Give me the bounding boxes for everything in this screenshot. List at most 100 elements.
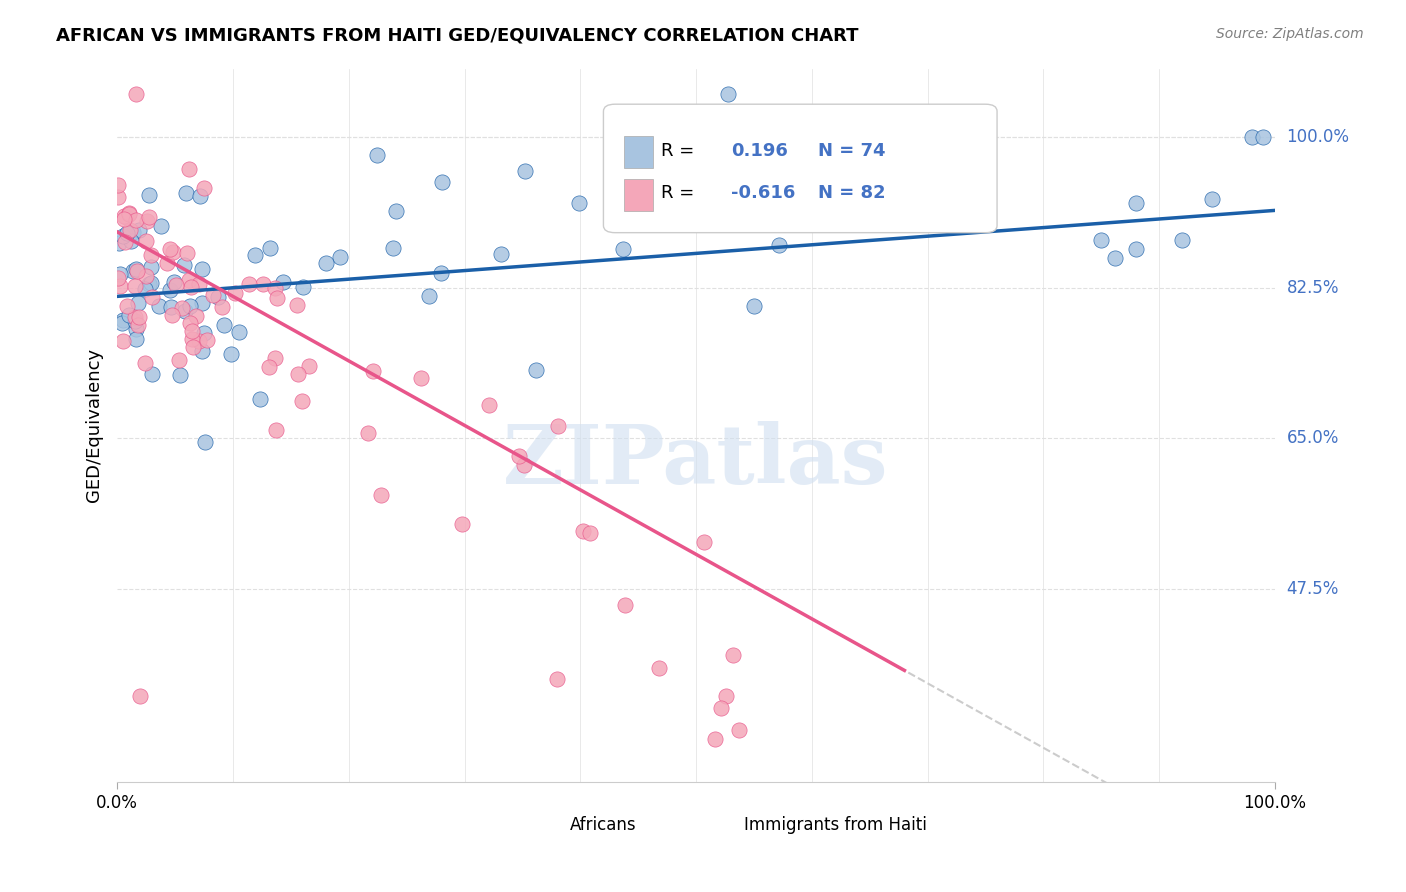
Text: R =: R = bbox=[661, 185, 695, 202]
Point bbox=[612, 242, 634, 256]
Point bbox=[111, 313, 134, 327]
Point bbox=[264, 351, 287, 366]
Point bbox=[266, 292, 288, 306]
Point bbox=[125, 332, 148, 346]
Text: 65.0%: 65.0% bbox=[1286, 429, 1339, 447]
Point bbox=[181, 340, 204, 354]
Point bbox=[370, 488, 392, 502]
Point bbox=[156, 256, 179, 270]
Point bbox=[118, 206, 141, 220]
Point bbox=[177, 161, 200, 176]
Point bbox=[219, 347, 242, 361]
Point bbox=[117, 299, 139, 313]
Point bbox=[681, 165, 703, 179]
Point bbox=[122, 225, 145, 239]
Point bbox=[112, 229, 135, 244]
Point bbox=[191, 344, 214, 359]
Point bbox=[568, 196, 591, 211]
Point bbox=[148, 299, 170, 313]
Point bbox=[184, 309, 207, 323]
Point bbox=[1125, 242, 1147, 256]
Point bbox=[578, 526, 600, 541]
Point bbox=[160, 300, 183, 314]
Point bbox=[1240, 130, 1263, 145]
Point bbox=[120, 235, 142, 249]
Point bbox=[118, 308, 141, 322]
Point bbox=[135, 268, 157, 283]
Point bbox=[187, 334, 209, 348]
Point bbox=[173, 258, 195, 272]
Point bbox=[194, 434, 217, 449]
Point bbox=[271, 275, 294, 289]
Point bbox=[1201, 192, 1223, 206]
Point bbox=[159, 242, 181, 256]
Point bbox=[170, 301, 193, 315]
Point bbox=[114, 235, 136, 249]
Point bbox=[546, 672, 568, 686]
Point bbox=[418, 289, 440, 303]
Point bbox=[125, 261, 148, 276]
Point bbox=[249, 392, 271, 406]
Point bbox=[524, 363, 547, 377]
Text: AFRICAN VS IMMIGRANTS FROM HAITI GED/EQUIVALENCY CORRELATION CHART: AFRICAN VS IMMIGRANTS FROM HAITI GED/EQU… bbox=[56, 27, 859, 45]
Point bbox=[108, 235, 131, 250]
Point bbox=[122, 264, 145, 278]
Point bbox=[193, 326, 215, 340]
Text: R =: R = bbox=[661, 142, 695, 160]
Point bbox=[1253, 130, 1275, 145]
Point bbox=[257, 359, 280, 374]
Point bbox=[107, 178, 129, 192]
Point bbox=[328, 250, 350, 264]
Point bbox=[128, 223, 150, 237]
Point bbox=[190, 296, 212, 310]
Point bbox=[703, 732, 725, 747]
Point bbox=[112, 334, 135, 348]
Point bbox=[141, 248, 163, 262]
Point bbox=[107, 270, 129, 285]
Point bbox=[112, 212, 135, 227]
Point bbox=[127, 296, 149, 310]
Point bbox=[693, 534, 716, 549]
Point bbox=[287, 368, 309, 382]
Point bbox=[195, 334, 218, 348]
Point bbox=[134, 356, 156, 370]
Point bbox=[478, 398, 501, 412]
Point bbox=[129, 689, 152, 703]
Point bbox=[212, 318, 235, 332]
Point bbox=[264, 280, 287, 294]
Point bbox=[1125, 196, 1147, 211]
Point bbox=[180, 324, 202, 338]
Point bbox=[174, 304, 197, 318]
Point bbox=[125, 322, 148, 336]
Point bbox=[357, 425, 380, 440]
Point bbox=[188, 277, 211, 291]
Point bbox=[201, 287, 224, 301]
Point bbox=[149, 219, 172, 234]
Point bbox=[489, 247, 512, 261]
FancyBboxPatch shape bbox=[624, 179, 654, 211]
Point bbox=[193, 180, 215, 194]
Point bbox=[134, 282, 156, 296]
Point bbox=[512, 458, 534, 472]
Point bbox=[513, 164, 536, 178]
Point bbox=[141, 367, 163, 381]
Point bbox=[385, 204, 408, 219]
Point bbox=[245, 248, 267, 262]
Point bbox=[124, 314, 146, 328]
Point bbox=[451, 516, 474, 531]
Point bbox=[174, 186, 197, 201]
Text: ZIPatlas: ZIPatlas bbox=[503, 421, 889, 501]
Text: Immigrants from Haiti: Immigrants from Haiti bbox=[744, 816, 927, 834]
Point bbox=[430, 175, 453, 189]
Point bbox=[141, 290, 163, 304]
Point bbox=[716, 689, 738, 703]
Point bbox=[125, 87, 148, 102]
FancyBboxPatch shape bbox=[748, 814, 778, 836]
Point bbox=[508, 449, 530, 463]
Point bbox=[127, 318, 149, 333]
Point bbox=[742, 299, 765, 313]
Point bbox=[361, 364, 384, 378]
Point bbox=[181, 332, 204, 346]
Point bbox=[1090, 234, 1112, 248]
Point bbox=[169, 368, 191, 382]
